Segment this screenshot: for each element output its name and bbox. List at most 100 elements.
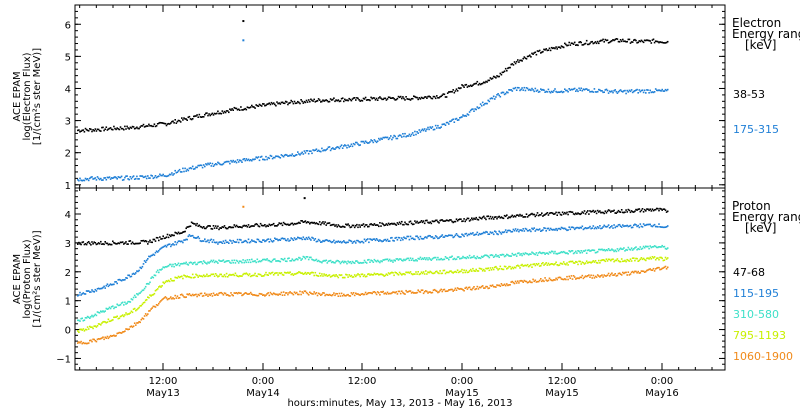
data-point [323,292,325,294]
data-point [233,292,236,294]
data-point [365,262,368,264]
data-point [639,90,642,93]
data-point [325,259,327,262]
data-point [143,287,146,290]
data-point [268,272,271,274]
data-point [440,257,442,260]
data-point [552,47,554,50]
data-point [554,229,556,231]
data-point [569,89,572,91]
data-point [638,208,641,210]
data-point [607,248,610,250]
data-point [566,275,568,278]
data-point [189,276,192,279]
data-point [439,219,441,222]
data-point [426,290,428,293]
data-point [259,273,262,276]
data-point [434,256,437,259]
data-point [101,126,103,129]
data-point [327,294,330,296]
data-point [164,296,167,298]
data-point [413,223,415,225]
data-point [495,216,497,218]
data-point [145,125,148,127]
data-point [359,100,361,102]
data-point [471,288,473,291]
data-point [394,271,396,274]
data-point [220,291,222,294]
data-point [364,275,367,278]
data-point [85,178,88,181]
data-point [188,262,191,264]
data-point [405,258,407,261]
data-point [566,252,568,254]
data-point [186,168,188,171]
data-point [606,225,609,228]
data-point [426,257,428,259]
data-point [643,89,646,92]
data-point [666,247,669,249]
data-point [311,258,313,261]
data-point [635,224,637,226]
data-point [178,232,181,235]
data-point [649,245,651,247]
data-point [158,286,160,288]
data-point [631,91,634,94]
data-point [503,265,506,268]
data-point [265,225,267,228]
data-point [526,216,529,218]
data-point [509,89,511,91]
data-point [651,246,654,248]
data-point [430,236,433,238]
data-point [349,98,352,101]
data-point [327,146,330,149]
data-point [410,292,413,294]
data-point [530,56,532,58]
data-point [502,217,505,220]
data-point [198,237,201,240]
data-point [532,252,534,254]
data-point [426,219,428,222]
data-point [414,292,416,294]
data-point [376,273,379,275]
data-point [624,271,626,274]
data-point [605,258,608,260]
data-point [390,237,392,239]
data-point [647,223,649,226]
data-point [452,221,454,224]
data-point [598,227,600,229]
data-point [611,90,613,92]
data-point [659,207,661,210]
data-point [466,217,469,220]
data-point [311,293,313,295]
data-point [112,240,114,243]
data-point [218,275,220,277]
data-point [618,89,621,92]
data-point [583,250,586,252]
data-point [395,137,398,140]
data-point [429,235,431,237]
data-point [536,89,539,91]
data-point [519,280,521,282]
data-point [587,210,589,212]
data-point [251,225,253,227]
data-point [645,259,647,262]
data-point [218,228,220,231]
data-point [508,265,510,268]
data-point [386,238,389,241]
data-point [543,280,545,283]
data-point [107,128,110,130]
data-point [652,267,655,270]
data-point [350,262,353,265]
data-point [590,41,592,43]
data-point [660,41,662,44]
data-point [457,218,460,221]
data-point [104,177,106,179]
data-point [130,275,133,278]
data-point [578,227,580,230]
data-point [585,275,588,278]
data-point [465,115,468,117]
data-point [142,289,145,291]
legend-entry: 47-68 [733,266,765,279]
data-point [572,262,575,264]
